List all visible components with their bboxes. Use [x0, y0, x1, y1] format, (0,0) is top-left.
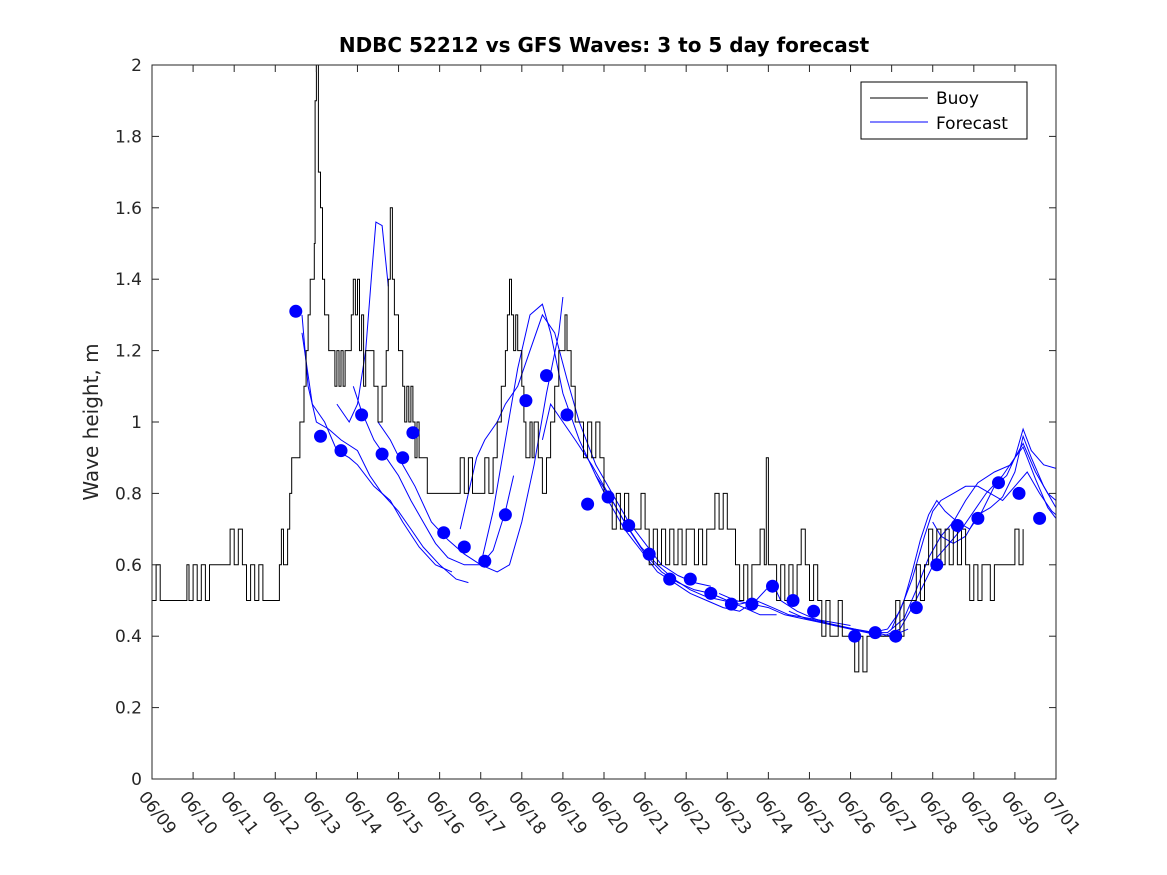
- forecast-line-8: [541, 402, 851, 626]
- forecast-point-2: [314, 429, 327, 443]
- forecast-line-2: [301, 332, 453, 573]
- forecast-point-14: [560, 408, 574, 422]
- forecast-point-16: [601, 490, 615, 504]
- forecast-point-27: [848, 629, 862, 643]
- y-tick-label-3: 0.6: [115, 556, 142, 576]
- y-tick-label-9: 1.8: [115, 127, 142, 147]
- forecast-point-32: [950, 519, 964, 532]
- y-tick-label-1: 0.2: [115, 699, 142, 719]
- forecast-point-11: [498, 508, 512, 522]
- forecast-point-9: [457, 540, 471, 554]
- y-tick-label-5: 1: [131, 413, 142, 433]
- forecast-point-18: [642, 547, 656, 561]
- plot-background: [152, 65, 1056, 779]
- forecast-point-1: [289, 304, 303, 318]
- forecast-line-3: [336, 221, 389, 424]
- forecast-point-7: [406, 426, 420, 440]
- forecast-line-12: [870, 471, 1057, 634]
- forecast-point-15: [581, 497, 595, 511]
- forecast-point-31: [930, 558, 944, 572]
- forecast-point-22: [724, 597, 738, 611]
- forecast-point-29: [889, 629, 903, 643]
- y-tick-label-10: 2: [131, 56, 142, 76]
- forecast-point-23: [745, 597, 759, 611]
- forecast-point-33: [971, 511, 985, 525]
- y-axis-label: Wave height, m: [79, 343, 103, 500]
- legend-forecast-label: Forecast: [936, 114, 1008, 134]
- forecast-line-4: [352, 386, 515, 566]
- legend: Buoy Forecast: [860, 81, 1028, 140]
- y-tick-label-2: 0.4: [115, 627, 142, 647]
- forecast-line-6: [459, 313, 711, 587]
- forecast-point-30: [909, 601, 923, 615]
- plot-area: [152, 64, 1057, 779]
- forecast-point-20: [683, 572, 697, 586]
- forecast-point-34: [992, 476, 1005, 490]
- buoy-line: [152, 64, 1024, 673]
- forecast-point-35: [1012, 486, 1026, 500]
- forecast-point-13: [540, 369, 553, 383]
- forecast-point-10: [478, 554, 492, 568]
- forecast-point-21: [704, 586, 718, 600]
- forecast-point-6: [396, 451, 410, 465]
- forecast-point-3: [334, 444, 348, 458]
- chart-title: NDBC 52212 vs GFS Waves: 3 to 5 day fore…: [339, 33, 870, 57]
- forecast-point-19: [663, 572, 677, 586]
- forecast-point-36: [1033, 511, 1047, 525]
- forecast-point-25: [786, 594, 800, 607]
- y-tick-label-6: 1.2: [115, 342, 142, 362]
- forecast-point-4: [355, 408, 369, 422]
- legend-box: [860, 81, 1028, 140]
- y-tick-label-7: 1.4: [115, 270, 142, 290]
- forecast-line-14: [932, 434, 1057, 544]
- legend-buoy-label: Buoy: [936, 89, 979, 109]
- forecast-point-28: [868, 626, 882, 640]
- forecast-point-17: [622, 519, 636, 532]
- forecast-point-5: [375, 447, 389, 461]
- forecast-line-1: [301, 314, 469, 584]
- forecast-point-26: [807, 604, 821, 618]
- forecast-point-8: [437, 526, 451, 540]
- y-tick-label-0: 0: [131, 770, 142, 790]
- forecast-point-12: [519, 394, 533, 408]
- forecast-point-24: [766, 579, 779, 593]
- y-tick-label-8: 1.6: [115, 199, 142, 219]
- y-tick-label-4: 0.8: [115, 484, 142, 504]
